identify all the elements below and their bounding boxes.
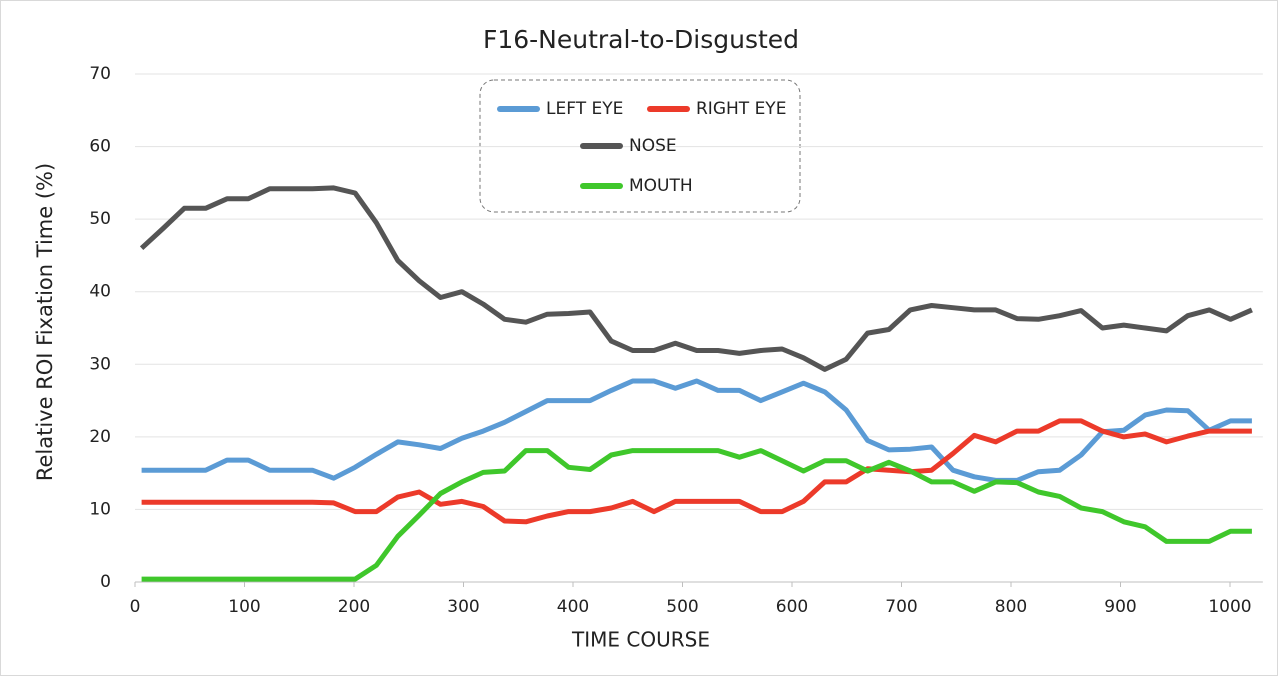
series-line — [141, 418, 1252, 525]
legend-label: NOSE — [629, 136, 677, 156]
chart-title: F16-Neutral-to-Disgusted — [483, 25, 799, 54]
x-tick-label: 300 — [447, 597, 479, 617]
y-tick-label: 20 — [89, 427, 111, 447]
x-tick-label: 700 — [885, 597, 917, 617]
y-axis-label: Relative ROI Fixation Time (%) — [33, 163, 57, 481]
legend-box — [479, 79, 801, 213]
x-tick-label: 1000 — [1208, 597, 1251, 617]
x-tick-label: 100 — [228, 597, 260, 617]
y-tick-label: 50 — [89, 209, 111, 229]
y-tick-label: 30 — [89, 354, 111, 374]
y-tick-label: 0 — [100, 572, 111, 592]
series-line — [141, 448, 1252, 582]
x-tick-label: 0 — [130, 597, 141, 617]
x-tick-label: 500 — [666, 597, 698, 617]
y-tick-label: 70 — [89, 64, 111, 84]
legend-label: LEFT EYE — [546, 99, 623, 119]
y-tick-label: 40 — [89, 282, 111, 302]
legend-label: MOUTH — [629, 176, 693, 196]
series-line — [141, 378, 1252, 483]
x-axis-label: TIME COURSE — [571, 628, 710, 652]
series-line — [139, 185, 1253, 372]
x-tick-label: 200 — [338, 597, 370, 617]
x-tick-label: 600 — [776, 597, 808, 617]
x-tick-label: 800 — [995, 597, 1027, 617]
x-tick-label: 900 — [1104, 597, 1136, 617]
y-tick-label: 10 — [89, 499, 111, 519]
y-tick-label: 60 — [89, 137, 111, 157]
x-tick-label: 400 — [557, 597, 589, 617]
legend-label: RIGHT EYE — [696, 99, 786, 119]
